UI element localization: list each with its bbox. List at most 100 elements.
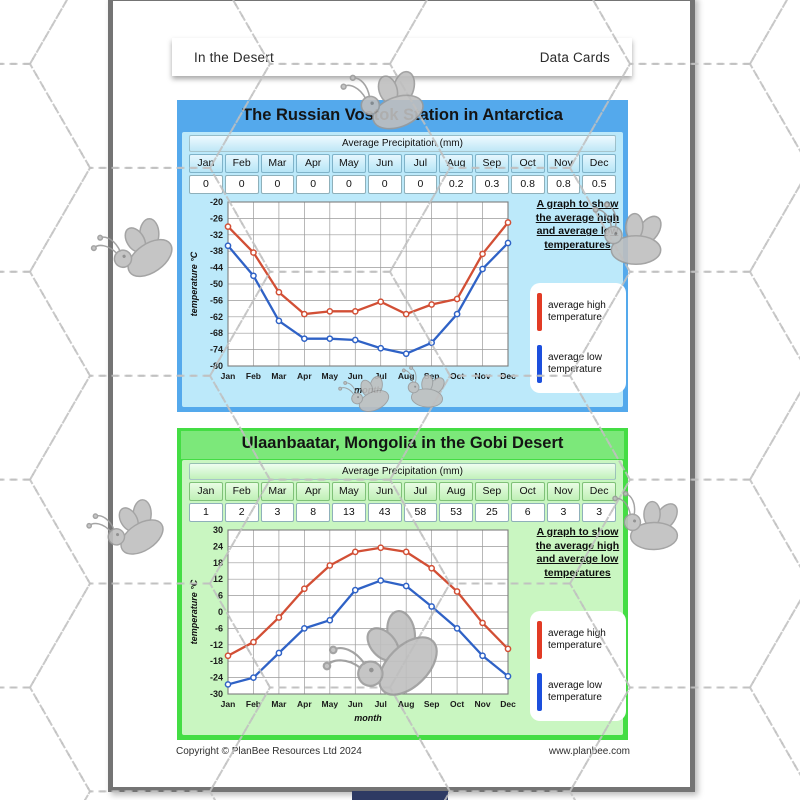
table-cell: Oct xyxy=(510,482,545,501)
table-cell: Dec xyxy=(582,482,616,501)
svg-text:month: month xyxy=(354,385,382,395)
hexagon-outline xyxy=(748,598,800,777)
table-cell: 0.2 xyxy=(439,175,473,194)
table-cell: 3 xyxy=(546,503,581,522)
svg-text:30: 30 xyxy=(213,525,223,535)
hexagon-outline xyxy=(748,391,800,569)
copyright-text: Copyright © PlanBee Resources Ltd 2024 xyxy=(176,746,362,757)
svg-text:-38: -38 xyxy=(210,246,223,256)
table-cell: Dec xyxy=(582,154,616,173)
svg-text:temperature °C: temperature °C xyxy=(189,579,199,644)
card-body: Average Precipitation (mm) Jan Feb Mar Apr M… xyxy=(182,132,626,407)
chart-side-panel: A graph to show the average high and ave… xyxy=(530,526,626,721)
svg-text:Jul: Jul xyxy=(375,699,387,709)
svg-text:-50: -50 xyxy=(210,279,223,289)
table-cell: 0 xyxy=(296,175,330,194)
chart-legend: average high temperature average low tem… xyxy=(530,610,626,721)
precipitation-table: Average Precipitation (mm) Jan Feb Mar Apr M… xyxy=(189,463,616,522)
table-cell: 0.3 xyxy=(475,175,509,194)
svg-text:Dec: Dec xyxy=(500,699,516,709)
table-month-row: Jan Feb Mar Apr May Jun Jul Aug Sep Oct Nov Dec xyxy=(189,154,616,173)
svg-text:18: 18 xyxy=(213,558,223,568)
svg-text:-44: -44 xyxy=(210,263,223,273)
svg-text:Nov: Nov xyxy=(475,699,491,709)
chart-legend: average high temperature average low tem… xyxy=(530,282,626,393)
legend-item-high: average high temperature xyxy=(537,292,619,331)
table-cell: 13 xyxy=(332,503,366,522)
chart-side-panel: A graph to show the average high and ave… xyxy=(530,198,626,393)
table-caption: Average Precipitation (mm) xyxy=(189,463,616,480)
card-body: Average Precipitation (mm) Jan Feb Mar Apr M… xyxy=(182,460,626,735)
svg-text:Jan: Jan xyxy=(221,371,236,381)
svg-text:-62: -62 xyxy=(210,312,223,322)
table-cell: 0 xyxy=(260,175,295,194)
svg-text:temperature °C: temperature °C xyxy=(189,251,199,316)
table-value-row: 1 2 3 8 13 43 58 53 25 6 3 3 xyxy=(189,503,616,522)
svg-text:Dec: Dec xyxy=(500,371,516,381)
svg-text:-32: -32 xyxy=(210,230,223,240)
page-header: In the Desert Data Cards xyxy=(172,38,632,76)
legend-label-high: average high temperature xyxy=(548,299,606,323)
table-cell: May xyxy=(332,154,366,173)
svg-text:-74: -74 xyxy=(210,345,223,355)
table-cell: Oct xyxy=(510,154,545,173)
hexagon-outline xyxy=(750,791,800,800)
svg-text:Aug: Aug xyxy=(398,699,415,709)
svg-text:Mar: Mar xyxy=(271,699,287,709)
table-cell: Jul xyxy=(403,482,438,501)
table-cell: Nov xyxy=(546,482,581,501)
table-cell: 58 xyxy=(403,503,438,522)
svg-text:24: 24 xyxy=(213,541,223,551)
legend-swatch-low xyxy=(537,672,542,711)
svg-text:Apr: Apr xyxy=(297,699,312,709)
svg-text:Aug: Aug xyxy=(398,371,415,381)
card-title: Ulaanbaatar, Mongolia in the Gobi Desert xyxy=(241,434,564,452)
legend-swatch-high xyxy=(537,292,542,331)
graph-note: A graph to show the average high and ave… xyxy=(535,526,620,579)
graph-note: A graph to show the average high and ave… xyxy=(535,198,620,251)
table-cell: Apr xyxy=(296,154,330,173)
svg-text:May: May xyxy=(322,371,339,381)
data-card-ulaanbaatar: Ulaanbaatar, Mongolia in the Gobi Desert… xyxy=(177,428,628,740)
table-cell: 3 xyxy=(260,503,295,522)
svg-text:Apr: Apr xyxy=(297,371,312,381)
table-cell: Jul xyxy=(403,154,438,173)
data-card-vostok: The Russian Vostok Station in Antarctica… xyxy=(177,100,628,412)
table-cell: Feb xyxy=(224,482,259,501)
svg-text:-24: -24 xyxy=(210,673,223,683)
table-cell: 0 xyxy=(403,175,438,194)
table-cell: 0.5 xyxy=(582,175,616,194)
table-cell: Feb xyxy=(224,154,259,173)
svg-text:Feb: Feb xyxy=(246,699,261,709)
svg-text:6: 6 xyxy=(218,591,223,601)
svg-text:Jun: Jun xyxy=(348,371,363,381)
legend-swatch-high xyxy=(537,620,542,659)
svg-text:-30: -30 xyxy=(210,689,223,699)
table-cell: 3 xyxy=(582,503,616,522)
hexagon-outline xyxy=(83,790,217,800)
legend-label-high: average high temperature xyxy=(548,627,606,651)
table-caption: Average Precipitation (mm) xyxy=(189,135,616,152)
card-title: The Russian Vostok Station in Antarctica xyxy=(242,106,563,124)
table-cell: 8 xyxy=(296,503,330,522)
table-cell: 53 xyxy=(439,503,473,522)
table-cell: 0.8 xyxy=(510,175,545,194)
next-page-peek xyxy=(352,791,448,800)
table-cell: 6 xyxy=(510,503,545,522)
table-cell: 0.8 xyxy=(546,175,581,194)
table-cell: Jun xyxy=(367,154,402,173)
hexagon-outline xyxy=(748,183,800,361)
legend-label-low: average low temperature xyxy=(548,679,602,703)
table-cell: 25 xyxy=(475,503,509,522)
table-month-row: Jan Feb Mar Apr May Jun Jul Aug Sep Oct Nov Dec xyxy=(189,482,616,501)
svg-text:Sep: Sep xyxy=(424,699,440,709)
hexagon-outline xyxy=(0,686,92,800)
svg-text:-80: -80 xyxy=(210,361,223,371)
hexagon-outline xyxy=(0,478,92,689)
hexagon-outline xyxy=(0,270,92,481)
table-cell: Mar xyxy=(260,482,295,501)
legend-item-low: average low temperature xyxy=(537,672,619,711)
